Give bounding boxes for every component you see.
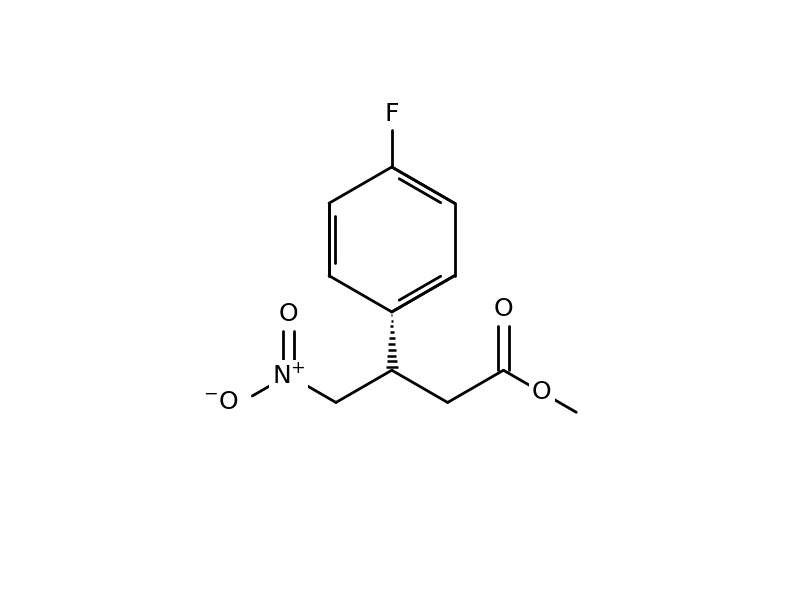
Text: $^{-}$O: $^{-}$O xyxy=(203,390,239,414)
Text: N$^{+}$: N$^{+}$ xyxy=(272,363,306,387)
Text: O: O xyxy=(494,297,513,322)
Text: F: F xyxy=(384,102,399,126)
Text: O: O xyxy=(532,380,552,405)
Text: O: O xyxy=(278,302,298,326)
